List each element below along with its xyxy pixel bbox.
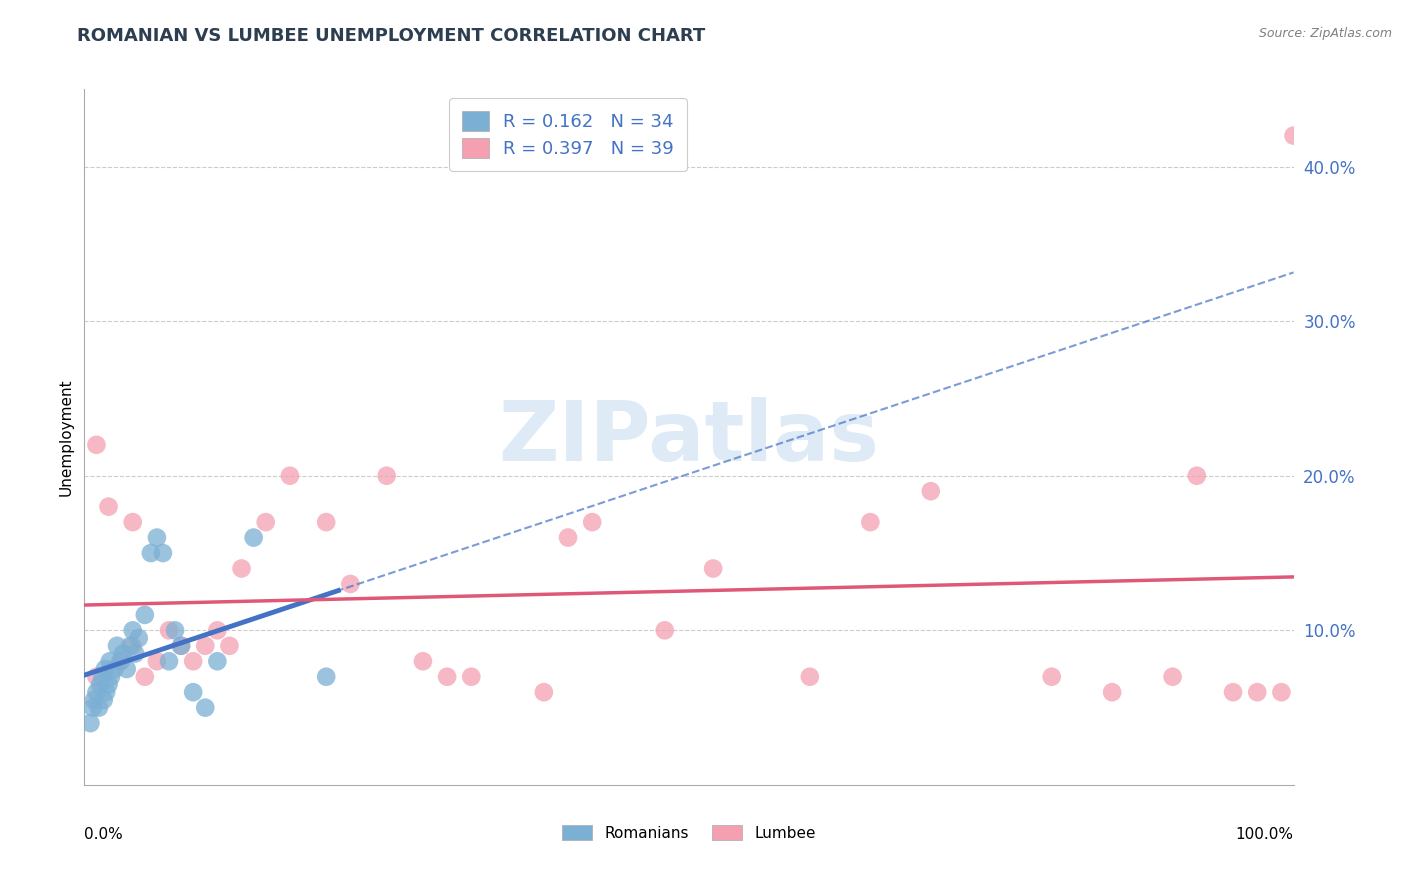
Point	[460, 670, 482, 684]
Point	[170, 639, 193, 653]
Point	[315, 670, 337, 684]
Point	[91, 670, 114, 684]
Point	[146, 654, 169, 668]
Text: 100.0%: 100.0%	[1236, 827, 1294, 842]
Point	[181, 685, 204, 699]
Point	[1270, 685, 1292, 699]
Point	[110, 654, 132, 668]
Point	[97, 500, 120, 514]
Point	[194, 700, 217, 714]
Point	[1040, 670, 1063, 684]
Point	[87, 700, 110, 714]
Point	[315, 515, 337, 529]
Point	[121, 515, 143, 529]
Point	[339, 577, 361, 591]
Point	[124, 647, 146, 661]
Point	[1161, 670, 1184, 684]
Text: ZIPatlas: ZIPatlas	[499, 397, 879, 477]
Point	[1282, 128, 1305, 143]
Point	[375, 468, 398, 483]
Point	[134, 607, 156, 622]
Point	[799, 670, 821, 684]
Point	[105, 639, 128, 653]
Point	[859, 515, 882, 529]
Point	[1222, 685, 1244, 699]
Point	[115, 662, 138, 676]
Point	[134, 670, 156, 684]
Point	[146, 531, 169, 545]
Legend: Romanians, Lumbee: Romanians, Lumbee	[555, 819, 823, 847]
Point	[412, 654, 434, 668]
Point	[1185, 468, 1208, 483]
Point	[231, 561, 253, 575]
Point	[82, 700, 104, 714]
Point	[86, 670, 108, 684]
Text: ROMANIAN VS LUMBEE UNEMPLOYMENT CORRELATION CHART: ROMANIAN VS LUMBEE UNEMPLOYMENT CORRELAT…	[77, 27, 706, 45]
Point	[97, 677, 120, 691]
Point	[157, 654, 180, 668]
Point	[242, 531, 264, 545]
Point	[218, 639, 240, 653]
Text: 0.0%: 0.0%	[84, 827, 124, 842]
Point	[110, 654, 132, 668]
Point	[920, 484, 942, 499]
Point	[121, 639, 143, 653]
Point	[93, 693, 115, 707]
Point	[139, 546, 162, 560]
Point	[79, 716, 101, 731]
Point	[557, 531, 579, 545]
Point	[254, 515, 277, 529]
Point	[100, 670, 122, 684]
Point	[436, 670, 458, 684]
Point	[86, 685, 108, 699]
Text: Source: ZipAtlas.com: Source: ZipAtlas.com	[1258, 27, 1392, 40]
Point	[86, 438, 108, 452]
Point	[98, 654, 121, 668]
Point	[170, 639, 193, 653]
Point	[94, 685, 117, 699]
Point	[194, 639, 217, 653]
Point	[89, 677, 111, 691]
Point	[207, 654, 229, 668]
Point	[157, 624, 180, 638]
Point	[1246, 685, 1268, 699]
Point	[181, 654, 204, 668]
Point	[533, 685, 555, 699]
Point	[83, 693, 105, 707]
Point	[112, 647, 135, 661]
Point	[104, 662, 127, 676]
Point	[120, 639, 142, 653]
Point	[702, 561, 724, 575]
Point	[152, 546, 174, 560]
Point	[278, 468, 301, 483]
Point	[1101, 685, 1123, 699]
Point	[207, 624, 229, 638]
Point	[654, 624, 676, 638]
Point	[581, 515, 603, 529]
Y-axis label: Unemployment: Unemployment	[58, 378, 73, 496]
Point	[165, 624, 187, 638]
Point	[121, 624, 143, 638]
Point	[94, 662, 117, 676]
Point	[128, 631, 150, 645]
